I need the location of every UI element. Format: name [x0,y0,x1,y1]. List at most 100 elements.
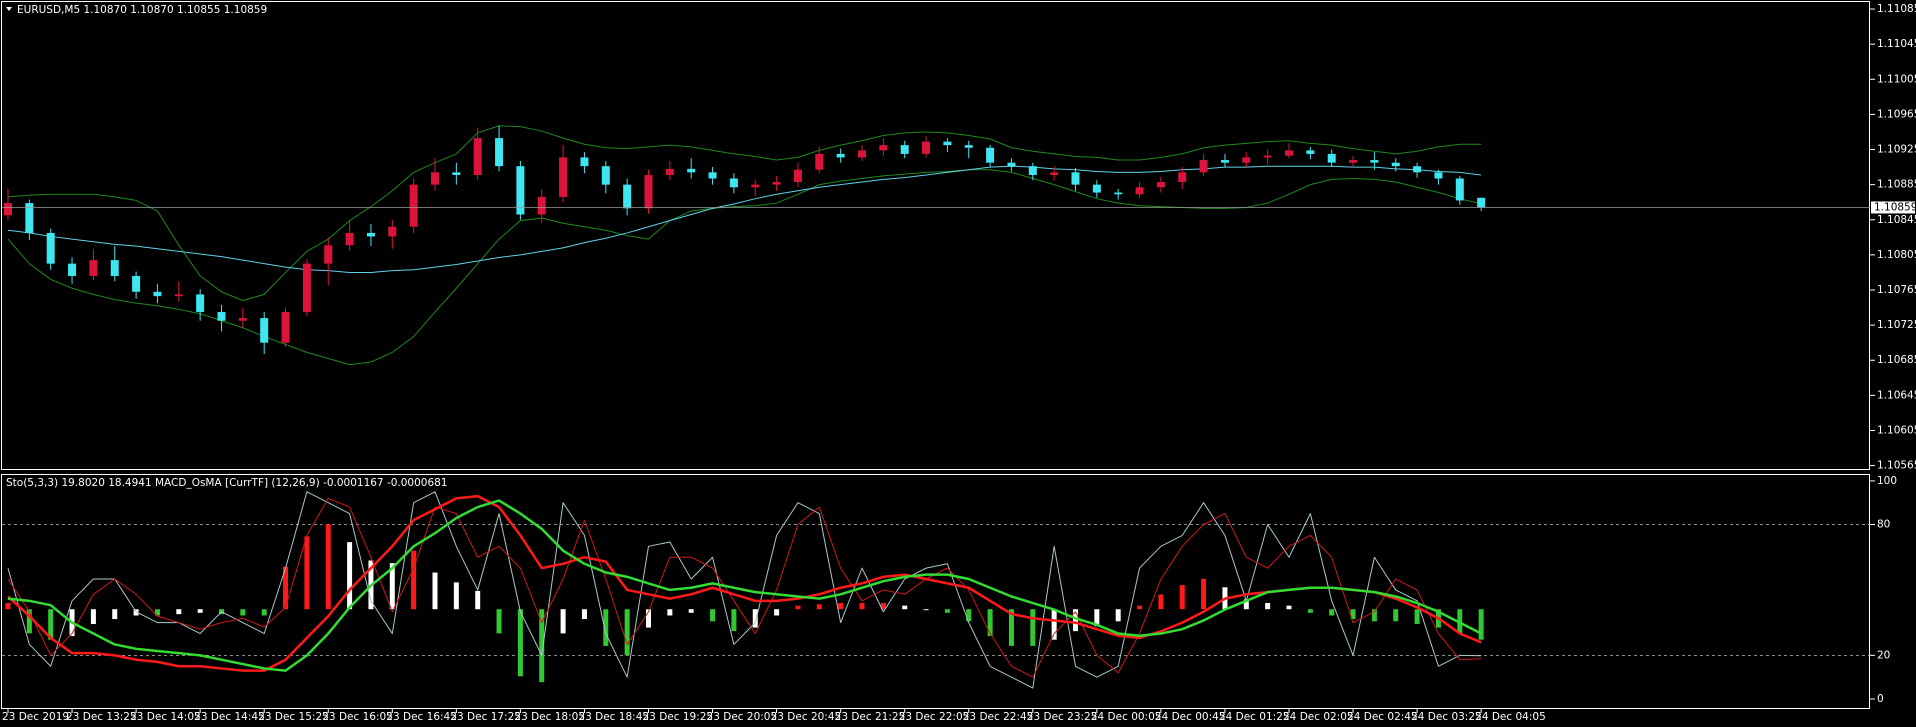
candle-body [89,260,98,276]
y-tick-label: 80 [1877,519,1890,531]
candle-body [665,168,674,175]
histogram-bar [1051,609,1057,640]
candle-body [1263,155,1272,158]
main-panel-frame [1,1,1870,470]
indicator-line [7,125,1482,302]
histogram-bar [944,609,950,613]
histogram-bar [624,609,630,656]
histogram-bar [389,563,395,610]
candle-body [4,203,12,216]
candle-body [580,157,589,167]
histogram-bar [496,609,502,634]
x-tick-label: 23 Dec 15:25 [258,711,329,723]
y-tick-label: 1.10685 [1877,354,1916,366]
candle-body [793,169,802,182]
histogram-bar [1307,609,1313,613]
histogram-bar [987,609,993,637]
histogram-bar [133,609,139,616]
histogram-bar [1265,602,1271,610]
y-tick-label: 1.10965 [1877,108,1916,120]
candle-body [1050,172,1059,175]
indicator-panel-frame [1,474,1870,709]
histogram-bar [1393,609,1399,622]
candle-body [345,232,354,246]
histogram-bar [154,609,160,616]
oscillator-line [7,497,1482,678]
candle-body [452,172,461,175]
y-tick-label: 1.11045 [1877,38,1916,50]
x-tick-label: 23 Dec 13:25 [66,711,137,723]
candle-body [366,232,375,237]
y-tick-label: 1.10885 [1877,179,1916,191]
candle-body [986,147,995,163]
x-tick-label: 23 Dec 2019 [2,711,69,723]
y-tick-label: 1.10925 [1877,144,1916,156]
x-tick-label: 23 Dec 19:25 [643,711,714,723]
histogram-bar [1073,609,1078,632]
candle-body [25,203,34,233]
histogram-bar [1414,609,1420,624]
candle-body [174,294,183,297]
histogram-bar [453,582,459,610]
y-tick-label: 1.11005 [1877,73,1916,85]
candle-body [196,294,205,312]
candle-body [708,172,717,179]
x-tick-label: 23 Dec 22:05 [899,711,970,723]
symbol-menu-icon[interactable] [6,7,12,11]
x-tick-label: 23 Dec 18:05 [514,711,585,723]
candle-body [1477,197,1486,208]
x-tick-label: 24 Dec 02:05 [1283,711,1354,723]
histogram-bar [48,609,54,640]
candle-body [1349,160,1358,163]
oscillator-line [7,499,1482,672]
candle-body [1434,172,1443,179]
histogram-bar [304,536,310,610]
candle-body [943,141,952,146]
candle-body [751,184,760,188]
y-tick-label: 1.10805 [1877,249,1916,261]
histogram-bar [710,609,716,622]
candle-body [836,153,845,158]
x-tick-label: 23 Dec 16:05 [322,711,393,723]
histogram-bar [112,609,118,620]
candle-body [1092,184,1101,193]
current-price-box [1871,201,1915,214]
candle-body [644,174,653,209]
histogram-bar [774,609,780,616]
y-tick-label: 1.11085 [1877,3,1916,15]
histogram-bar [432,572,438,610]
candle-body [495,138,504,167]
indicator-line [7,169,1482,366]
x-tick-label: 24 Dec 00:45 [1155,711,1226,723]
histogram-bar [1115,609,1121,622]
histogram-bar [411,550,417,610]
histogram-bar [688,609,694,613]
candle-body [1114,192,1123,195]
histogram-bar [283,566,289,610]
histogram-bar [1286,605,1292,610]
candle-body [153,291,162,297]
indicator-line [7,165,1482,273]
candle-body [900,145,909,154]
y-tick-label: 0 [1877,693,1884,705]
candle-body [1285,150,1293,156]
oscillator-line [7,491,1482,689]
histogram-bar [1243,599,1249,610]
candle-body [1327,153,1336,163]
histogram-bar [325,524,331,610]
candle-body [1135,187,1144,195]
indicator-title: Sto(5,3,3) 19.8020 18.4941 MACD_OsMA [Cu… [6,477,448,489]
candle-body [1391,162,1400,167]
candle-body [772,182,781,185]
candle-body [729,178,738,188]
histogram-bar [176,609,182,615]
candle-body [1199,160,1208,173]
y-tick-label: 1.10845 [1877,214,1916,226]
histogram-bar [539,609,545,683]
histogram-bar [1137,605,1143,610]
histogram-bar [838,602,844,610]
y-tick-label: 1.10605 [1877,424,1916,436]
candle-body [473,138,482,175]
